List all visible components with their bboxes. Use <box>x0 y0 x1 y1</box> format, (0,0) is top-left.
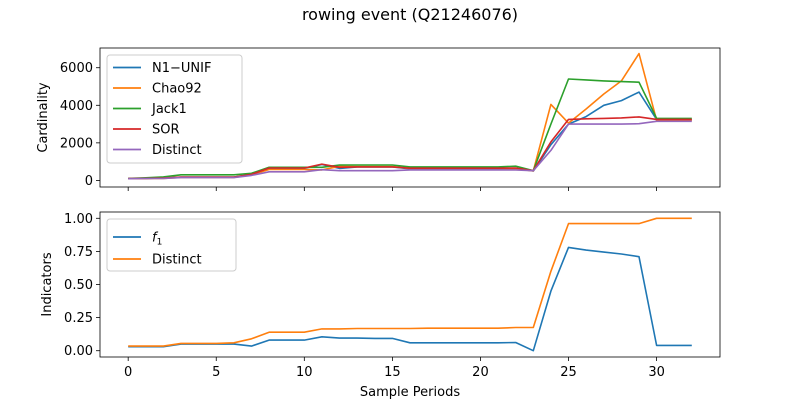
legend-label: Distinct <box>152 143 202 158</box>
axes-frame <box>99 47 721 188</box>
series-line-distinct <box>128 217 692 347</box>
x-tick-label: 20 <box>472 365 489 380</box>
axes-frame <box>99 211 721 358</box>
y-tick-label: 0.75 <box>64 245 93 260</box>
legend-label: Jack1 <box>151 102 187 117</box>
y-axis-label: Indicators <box>40 252 55 316</box>
legend-label: SOR <box>152 123 180 138</box>
legend-label: Chao92 <box>152 82 202 97</box>
figure-title: rowing event (Q21246076) <box>302 5 518 24</box>
y-axis-label: Cardinality <box>36 82 51 153</box>
legend: f1 Distinct <box>106 218 237 272</box>
cardinality-subplot: Cardinality 0 2000 4000 6000 N1−UNIF Chao92 Jac… <box>36 47 721 191</box>
x-tick-label: 0 <box>124 365 132 380</box>
legend-box <box>106 218 237 272</box>
y-tick-label: 6000 <box>60 61 93 76</box>
y-tick-label: 0.25 <box>64 311 93 326</box>
y-tick-label: 2000 <box>60 136 93 151</box>
y-tick-label: 0.00 <box>64 344 93 359</box>
y-tick-label: 0.50 <box>64 278 93 293</box>
x-tick-label: 15 <box>384 365 401 380</box>
legend-label: f1 <box>152 231 162 248</box>
legend: N1−UNIF Chao92 Jack1 SOR Distinct <box>106 54 243 164</box>
series-line-jack1 <box>128 78 692 180</box>
x-tick-label: 10 <box>296 365 313 380</box>
y-tick-label: 4000 <box>60 99 93 114</box>
x-tick-label: 25 <box>560 365 577 380</box>
series-line-f1 <box>128 246 692 352</box>
indicators-subplot: Indicators 0.00 0.25 0.50 0.75 1.00 0 5 10 15 20 25… <box>40 211 721 380</box>
series-line-distinct <box>128 120 692 180</box>
legend-label: Distinct <box>152 253 202 268</box>
x-tick-label: 30 <box>648 365 665 380</box>
legend-box <box>106 54 243 164</box>
legend-label: N1−UNIF <box>152 61 211 76</box>
x-axis-label: Sample Periods <box>360 385 460 400</box>
x-tick-label: 5 <box>212 365 220 380</box>
y-tick-label: 1.00 <box>64 212 93 227</box>
y-tick-label: 0 <box>85 174 93 189</box>
